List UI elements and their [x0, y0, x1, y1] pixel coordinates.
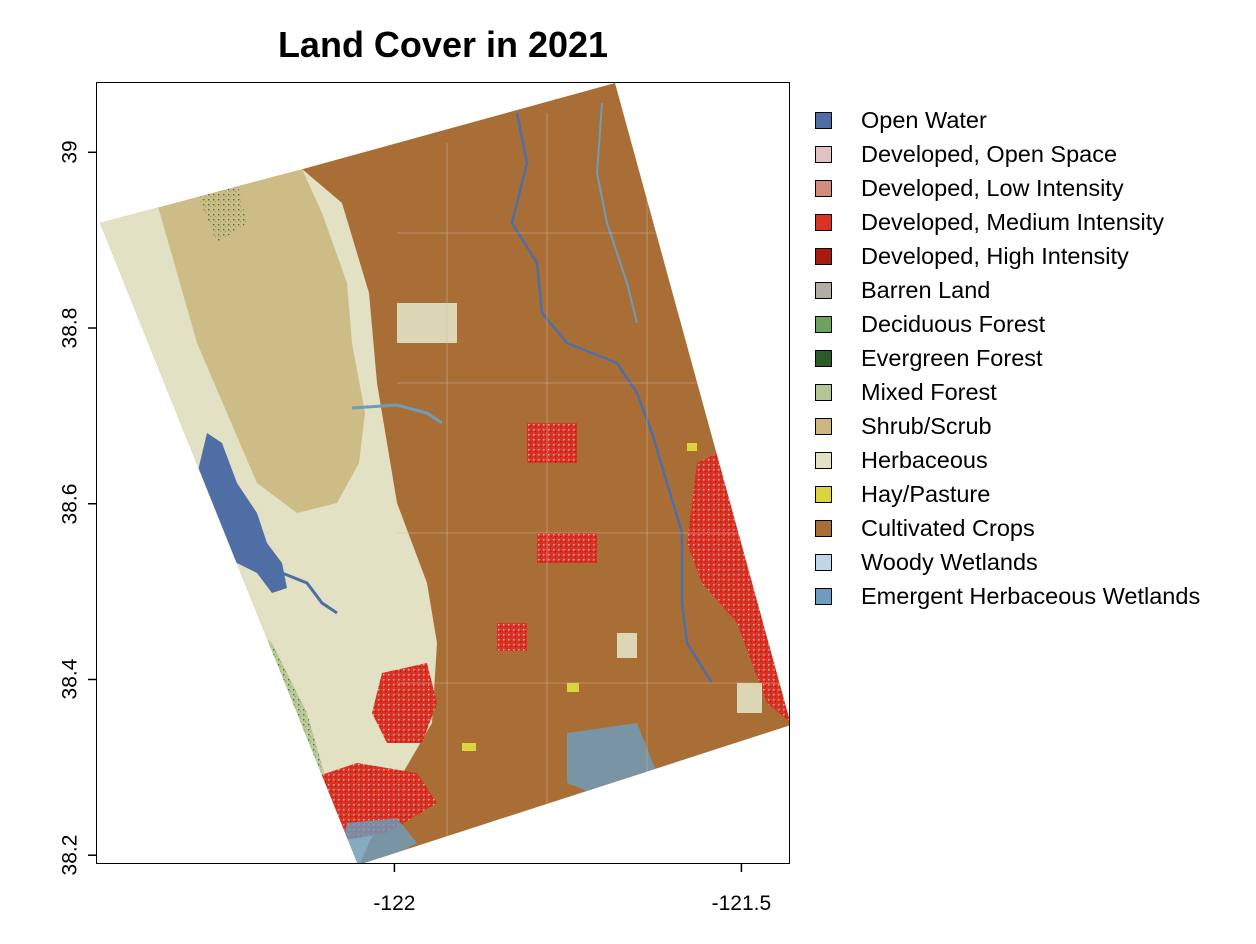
legend-label: Hay/Pasture — [861, 480, 991, 507]
legend-label: Shrub/Scrub — [861, 412, 992, 439]
map-title: Land Cover in 2021 — [277, 24, 609, 65]
legend-swatch — [815, 349, 832, 367]
legend-label: Open Water — [861, 106, 987, 133]
legend-item: Developed, High Intensity — [815, 239, 1200, 273]
legend-label: Mixed Forest — [861, 378, 997, 405]
legend-swatch — [815, 383, 832, 401]
legend-item: Developed, Low Intensity — [815, 171, 1200, 205]
legend-swatch — [815, 485, 832, 503]
legend-swatch — [815, 179, 832, 197]
legend-label: Emergent Herbaceous Wetlands — [861, 582, 1201, 609]
y-tick-label: 38.6 — [57, 483, 81, 525]
legend-item: Emergent Herbaceous Wetlands — [815, 579, 1200, 613]
legend-swatch — [815, 213, 832, 231]
legend-swatch — [815, 451, 832, 469]
legend-item: Hay/Pasture — [815, 477, 1200, 511]
y-tick-label: 38.2 — [57, 834, 81, 876]
legend-item: Cultivated Crops — [815, 511, 1200, 545]
legend-label: Deciduous Forest — [861, 310, 1046, 337]
legend-item: Developed, Medium Intensity — [815, 205, 1200, 239]
legend-label: Evergreen Forest — [861, 344, 1043, 371]
y-tick-label: 39 — [58, 140, 82, 164]
legend-swatch — [815, 315, 832, 333]
legend-label: Barren Land — [861, 276, 991, 303]
legend-item: Herbaceous — [815, 443, 1200, 477]
legend-label: Developed, Low Intensity — [861, 174, 1124, 201]
legend-swatch — [815, 519, 832, 537]
legend-item: Shrub/Scrub — [815, 409, 1200, 443]
y-tick-label: 38.4 — [57, 659, 81, 700]
sacramento-river — [510, 112, 714, 684]
legend-swatch — [815, 553, 832, 571]
legend-swatch — [815, 281, 832, 299]
legend-swatch — [815, 587, 832, 605]
legend-item: Barren Land — [815, 273, 1200, 307]
legend-item: Developed, Open Space — [815, 137, 1200, 171]
y-tick-label: 38.8 — [57, 307, 81, 349]
legend-swatch — [815, 417, 832, 435]
legend-label: Developed, Medium Intensity — [861, 208, 1165, 235]
urban-area — [527, 423, 577, 463]
legend-swatch — [815, 145, 832, 163]
legend-label: Woody Wetlands — [861, 548, 1038, 575]
legend-item: Open Water — [815, 103, 1200, 137]
legend-item: Woody Wetlands — [815, 545, 1200, 579]
legend-item: Deciduous Forest — [815, 307, 1200, 341]
legend-swatch — [815, 247, 832, 265]
legend-item: Evergreen Forest — [815, 341, 1200, 375]
legend: Open Water Developed, Open Space Developed… — [815, 103, 1200, 613]
legend-label: Developed, High Intensity — [861, 242, 1129, 269]
legend-label: Developed, Open Space — [861, 140, 1118, 167]
legend-label: Herbaceous — [861, 446, 988, 473]
land-cover-raster — [100, 83, 789, 863]
legend-swatch — [815, 111, 832, 129]
legend-label: Cultivated Crops — [861, 514, 1035, 541]
legend-item: Mixed Forest — [815, 375, 1200, 409]
x-tick-label: -122 — [373, 892, 416, 915]
x-tick-label: -121.5 — [711, 892, 772, 915]
map-panel — [96, 82, 790, 864]
